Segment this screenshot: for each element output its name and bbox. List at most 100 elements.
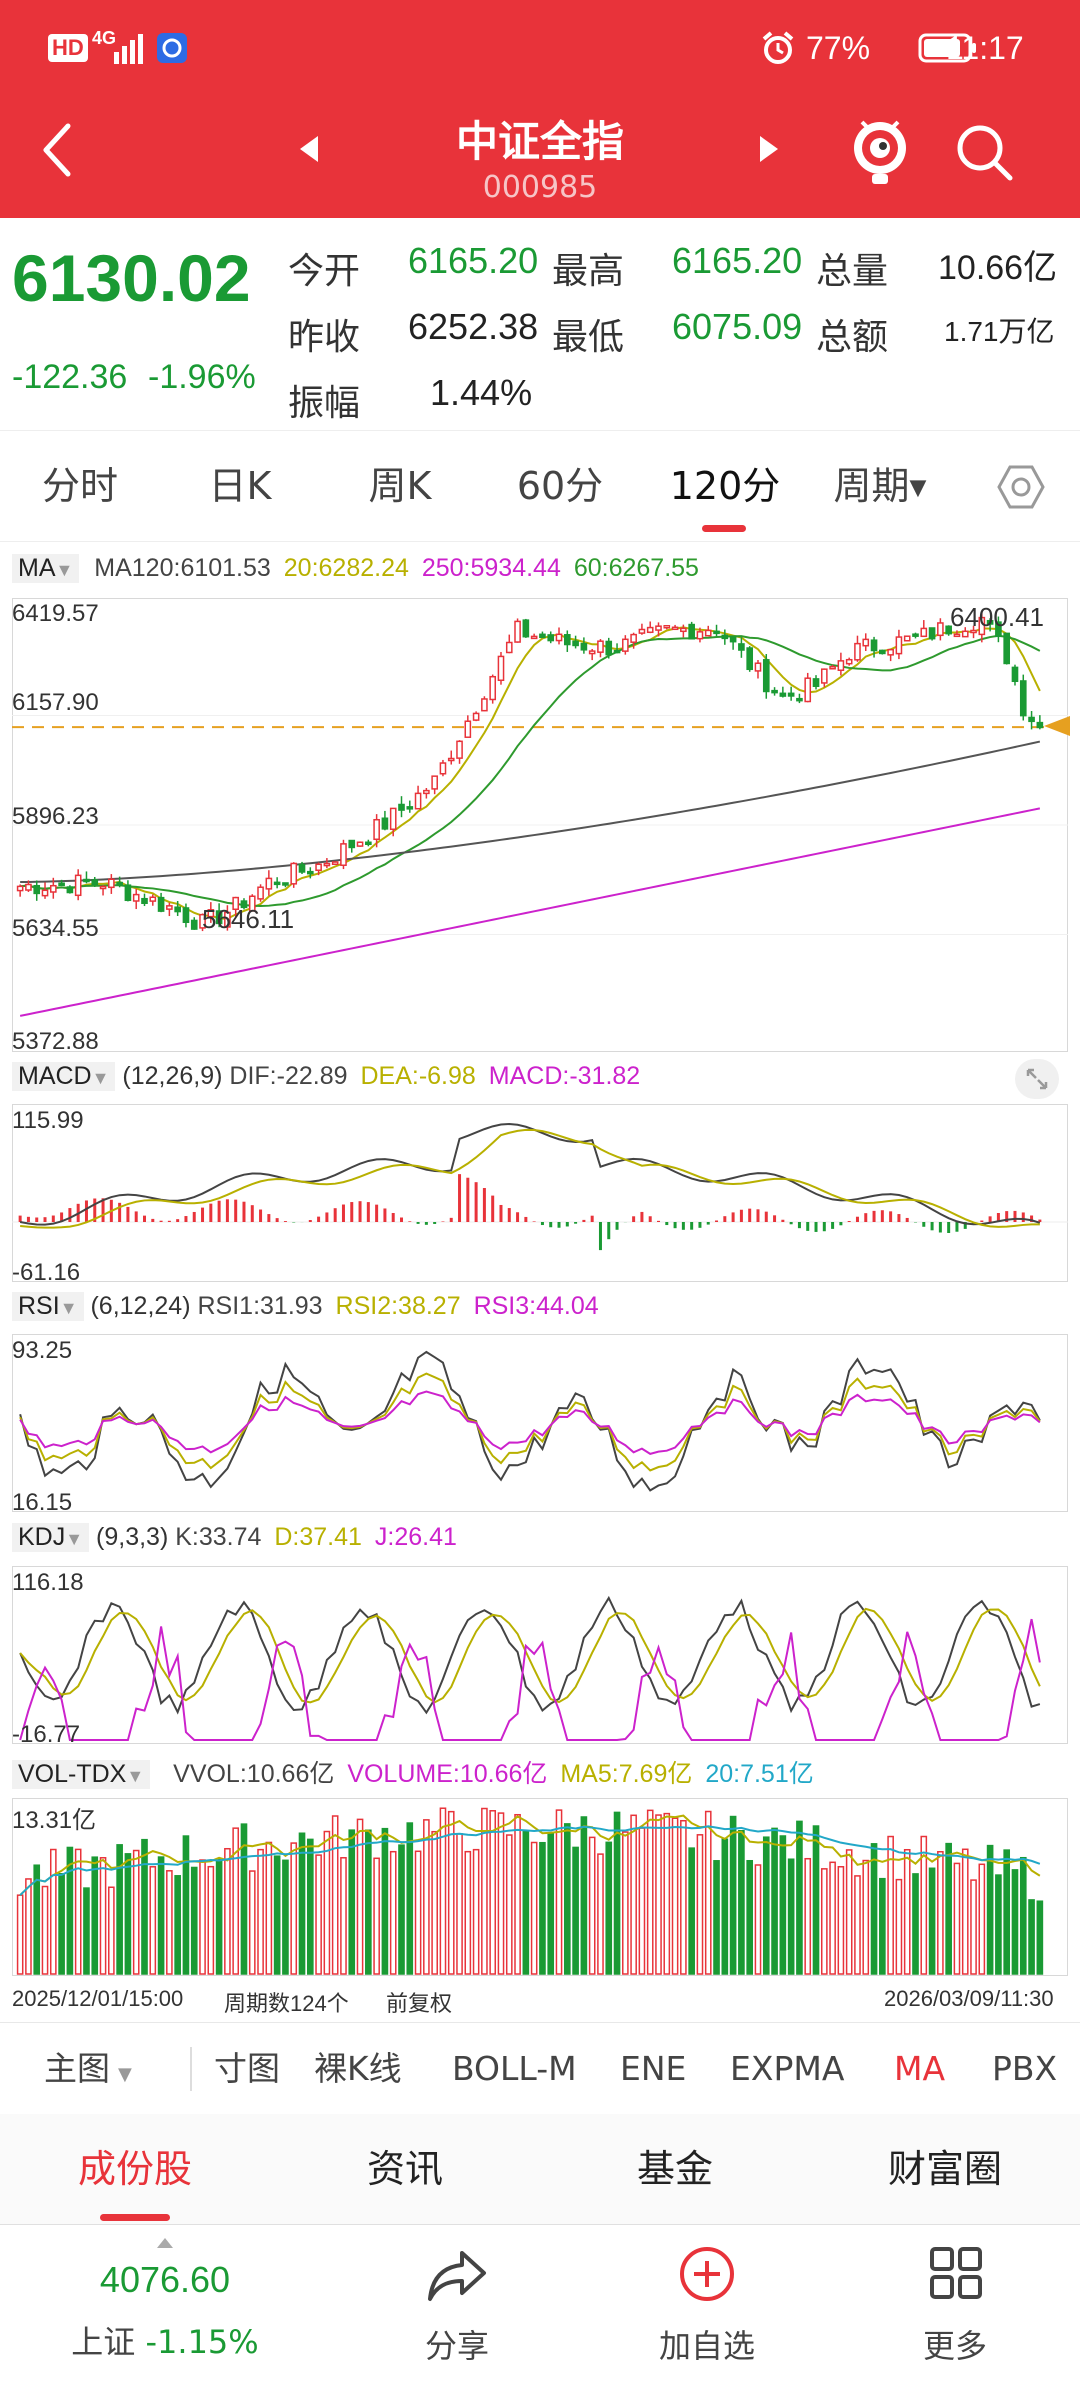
main-chart-toggle[interactable]: 主图 ▼: [44, 2023, 132, 2121]
kdj-selector[interactable]: KDJ▼: [12, 1523, 90, 1552]
candle-body: [373, 818, 380, 841]
y-label-3: 5896.23: [12, 803, 99, 830]
candle-body: [688, 623, 695, 640]
candle-body: [49, 884, 57, 893]
high-label: 最高: [552, 251, 625, 292]
candle-body: [837, 660, 845, 671]
volume-bar: [928, 1867, 936, 1975]
candle-body: [248, 895, 256, 912]
tool-ene[interactable]: ENE: [620, 2049, 687, 2088]
prev-close-label: 昨收: [288, 317, 361, 358]
volume-bar: [762, 1836, 770, 1975]
tab-60min[interactable]: 60分: [516, 464, 604, 508]
market-index-ticker[interactable]: 4076.60 上证 -1.15%: [30, 2225, 300, 2401]
volume-bar: [995, 1874, 1002, 1975]
tool-ma[interactable]: MA: [894, 2049, 946, 2088]
volume-bar: [215, 1858, 223, 1975]
candle-body: [555, 633, 563, 642]
network-badge: 4G: [92, 28, 117, 48]
tab-weekly[interactable]: 周K: [368, 464, 432, 508]
candle-body: [149, 896, 157, 902]
prev-index-icon[interactable]: [298, 134, 320, 164]
caret-up-icon: [157, 2238, 173, 2248]
macd-chart[interactable]: [12, 1104, 1068, 1282]
volume-bar: [456, 1833, 463, 1975]
tool-boll-m[interactable]: BOLL-M: [452, 2049, 577, 2088]
tab-news[interactable]: 资讯: [366, 2147, 443, 2191]
volume-bar: [190, 1866, 198, 1975]
tab-community[interactable]: 财富圈: [887, 2147, 1002, 2191]
vol-ma5-line: [19, 1814, 1041, 1896]
expand-icon[interactable]: [1014, 1058, 1060, 1100]
vol-selector[interactable]: VOL-TDX▼: [12, 1760, 151, 1789]
tab-period[interactable]: 周期▼: [810, 431, 950, 541]
mascot-icon[interactable]: [848, 112, 912, 188]
tab-daily[interactable]: 日K: [208, 464, 272, 508]
candle-body: [704, 629, 712, 637]
k-line: [19, 1595, 1041, 1715]
macd-selector[interactable]: MACD▼: [12, 1062, 116, 1091]
volume-bar: [738, 1830, 745, 1975]
volume-bar: [149, 1866, 157, 1975]
tab-intraday[interactable]: 分时: [41, 464, 118, 508]
index-value: 4076.60: [99, 2259, 231, 2300]
tab-constituents[interactable]: 成份股: [77, 2147, 192, 2191]
kdj-name: KDJ: [18, 1523, 66, 1551]
volume-bar: [622, 1831, 629, 1975]
caret-down-icon: ▼: [65, 1529, 84, 1549]
settings-icon[interactable]: [996, 463, 1046, 511]
volume-bar: [41, 1885, 49, 1975]
chart-frame: [12, 1104, 1068, 1282]
tool-pbx[interactable]: PBX: [992, 2049, 1058, 2088]
rsi2-line: [19, 1372, 1041, 1472]
kdj-chart[interactable]: [12, 1566, 1068, 1744]
volume-bar: [431, 1830, 438, 1975]
current-price-marker: [1044, 716, 1070, 736]
chart-frame: [12, 1566, 1068, 1744]
price-change-pct: -1.96%: [148, 358, 256, 396]
tool-expma[interactable]: EXPMA: [730, 2049, 845, 2088]
macd-y-top: 115.99: [12, 1107, 84, 1134]
open-value: 6165.20: [408, 240, 539, 281]
volume-chart[interactable]: [12, 1798, 1068, 1976]
main-indicator-selector[interactable]: MA▼: [12, 554, 80, 583]
next-index-icon[interactable]: [758, 134, 780, 164]
tab-120min[interactable]: 120分: [669, 464, 781, 508]
macd-legend: MACD▼ (12,26,9) DIF:-22.89 DEA:-6.98 MAC…: [12, 1062, 640, 1096]
rsi-selector[interactable]: RSI▼: [12, 1292, 84, 1321]
amplitude-label: 振幅: [288, 383, 361, 424]
volume-bar: [182, 1835, 190, 1975]
candle-body: [762, 659, 770, 693]
candle-body: [406, 806, 414, 810]
back-icon[interactable]: [38, 120, 78, 180]
volume-bar: [837, 1866, 845, 1975]
grid-icon: [930, 2247, 982, 2299]
volume-bar: [298, 1832, 306, 1975]
candlestick-chart[interactable]: [12, 598, 1068, 1052]
candle-body: [539, 633, 546, 639]
volume-bar: [663, 1812, 671, 1975]
candle-body: [903, 635, 911, 642]
tool-cun[interactable]: 寸图: [214, 2049, 280, 2088]
volume-bar: [804, 1857, 812, 1975]
candle-body: [381, 817, 389, 830]
candle-body: [456, 740, 463, 759]
rsi3-value: RSI3:44.04: [473, 1292, 599, 1320]
more-button[interactable]: 更多: [820, 2225, 1080, 2401]
tab-funds[interactable]: 基金: [636, 2147, 713, 2191]
candle-body: [986, 619, 994, 625]
volume-bar: [464, 1850, 472, 1975]
y-label-4: 5634.55: [12, 915, 99, 942]
signal-icon: [114, 34, 143, 64]
search-icon[interactable]: [952, 120, 1016, 184]
candle-body: [132, 893, 140, 902]
rsi-chart[interactable]: [12, 1334, 1068, 1512]
add-watchlist-button[interactable]: 加自选: [572, 2225, 842, 2401]
axis-adjust-mode: 前复权: [386, 1991, 453, 2016]
candle-body: [597, 640, 604, 653]
tool-naked-k[interactable]: 裸K线: [314, 2049, 402, 2088]
share-button[interactable]: 分享: [322, 2225, 592, 2401]
volume-value: 10.66亿: [938, 249, 1058, 287]
vol-y-top: 13.31亿: [12, 1807, 97, 1834]
candle-body: [16, 885, 24, 892]
